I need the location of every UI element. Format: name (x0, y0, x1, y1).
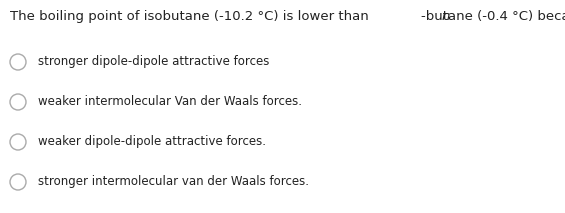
Text: weaker intermolecular Van der Waals forces.: weaker intermolecular Van der Waals forc… (38, 95, 302, 108)
Text: weaker dipole-dipole attractive forces.: weaker dipole-dipole attractive forces. (38, 135, 266, 148)
Text: n: n (441, 10, 450, 23)
Text: stronger dipole-dipole attractive forces: stronger dipole-dipole attractive forces (38, 55, 270, 68)
Text: The boiling point of isobutane (-10.2 °C) is lower than: The boiling point of isobutane (-10.2 °C… (10, 10, 373, 23)
Text: stronger intermolecular van der Waals forces.: stronger intermolecular van der Waals fo… (38, 175, 309, 188)
Text: -butane (-0.4 °C) because isobutane has: -butane (-0.4 °C) because isobutane has (421, 10, 565, 23)
